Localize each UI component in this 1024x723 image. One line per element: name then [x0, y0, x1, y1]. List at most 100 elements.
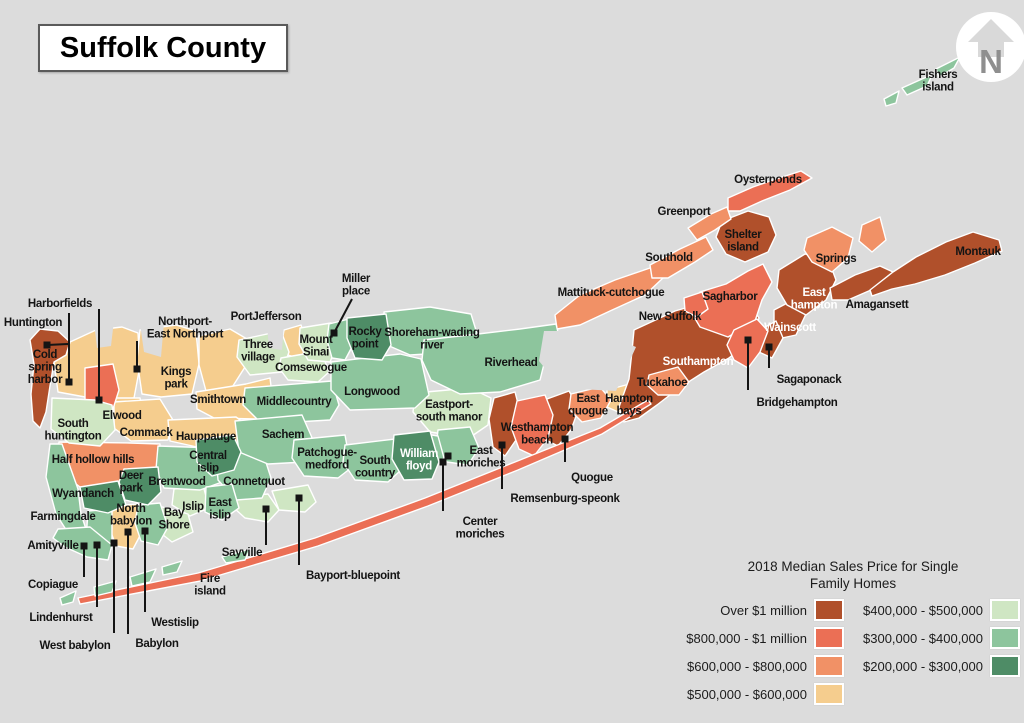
label-shelter-island: Shelter: [725, 229, 763, 241]
region-barrier-island-4: [161, 560, 183, 576]
region-bayport-bluepoint: [271, 484, 317, 513]
marker-square: [498, 441, 506, 449]
label-springs: Springs: [816, 253, 857, 265]
label-riverhead: Riverhead: [485, 357, 538, 369]
label-south-huntington: huntington: [44, 430, 101, 442]
label-southold: Southold: [645, 252, 693, 264]
label-mattituck-cutchogue: Mattituck-cutchogue: [558, 287, 665, 299]
legend-item: $600,000 - $800,000: [686, 655, 844, 677]
label-tuckahoe: Tuckahoe: [637, 377, 687, 389]
page-title: Suffolk County: [59, 31, 267, 64]
label-north-babylon: North: [116, 503, 145, 515]
region-east-islip: [204, 483, 240, 521]
north-compass: N: [956, 12, 1024, 82]
label-south-huntington: South: [57, 418, 88, 430]
marker-square: [744, 336, 752, 344]
label-patchogue-medford: Patchogue-: [297, 447, 357, 459]
legend-columns: Over $1 million $800,000 - $1 million $600…: [686, 599, 1020, 705]
label-commack: Commack: [120, 427, 174, 439]
label-bay-shore: Shore: [158, 519, 189, 531]
legend-title-line1: 2018 Median Sales Price for Single: [747, 559, 959, 574]
region-patchogue-medford: [291, 434, 352, 479]
label-mount-sinai: Sinai: [303, 346, 329, 358]
region-fishers-island-1: [883, 90, 900, 107]
label-montauk: Montauk: [955, 246, 1001, 258]
label-deer-park: Deer: [119, 470, 144, 482]
region-oysterponds: [727, 170, 813, 212]
region-portjefferson-harbor: [267, 324, 284, 350]
marker-square: [444, 452, 452, 460]
marker-square: [765, 343, 773, 351]
label-amagansett: Amagansett: [846, 299, 909, 311]
legend-item-label: $800,000 - $1 million: [686, 630, 807, 646]
label-cold-spring-harbor: Cold: [33, 349, 58, 361]
marker-square: [124, 528, 132, 536]
region-remsenburg-speonk: [488, 391, 522, 457]
label-northport-east-northport: Northport-: [158, 316, 212, 328]
label-miller-place: Miller: [342, 273, 371, 285]
label-fire-island: Fire: [200, 573, 220, 585]
label-sagaponack: Sagaponack: [777, 374, 843, 386]
legend-item: Over $1 million: [686, 599, 844, 621]
legend-title-line2: Family Homes: [809, 576, 897, 591]
label-copiague: Copiague: [28, 579, 78, 591]
region-springs: [803, 226, 854, 273]
label-westislip: Westislip: [151, 617, 199, 629]
label-east-moriches: moriches: [457, 457, 506, 469]
label-brentwood: Brentwood: [148, 476, 206, 488]
label-babylon: Babylon: [135, 638, 179, 650]
legend-color-swatch: [814, 655, 844, 677]
marker-square: [295, 494, 303, 502]
region-wyandanch: [79, 480, 127, 514]
region-greenport: [687, 206, 732, 241]
region-montauk: [869, 231, 1003, 297]
label-harborfields: Harborfields: [28, 298, 92, 310]
label-central-islip: Central: [189, 450, 227, 462]
legend-item: $200,000 - $300,000: [856, 655, 1020, 677]
label-william-floyd: floyd: [406, 460, 432, 472]
legend-item: $500,000 - $600,000: [686, 683, 844, 705]
leader-line: [333, 298, 353, 334]
label-shoreham-wading-river: river: [420, 339, 444, 351]
region-fishers-island-3: [935, 56, 961, 78]
label-islip: Islip: [182, 501, 204, 513]
label-east-quogue: quogue: [568, 405, 608, 417]
region-new-suffolk: [683, 291, 709, 318]
label-middlecountry: Middlecountry: [257, 396, 333, 408]
legend-column-left: Over $1 million $800,000 - $1 million $600…: [686, 599, 844, 705]
legend-item-label: $300,000 - $400,000: [863, 630, 983, 646]
label-cold-spring-harbor: spring: [28, 361, 62, 373]
label-hampton-bays: Hampton: [605, 393, 653, 405]
label-william-floyd: William: [400, 448, 438, 460]
label-south-country: country: [355, 467, 396, 479]
region-mattituck-cutchogue: [554, 267, 664, 330]
region-shelter-island: [715, 210, 777, 263]
legend-color-swatch: [814, 683, 844, 705]
region-rocky-point: [346, 313, 392, 361]
label-east-quogue: East: [576, 393, 600, 405]
label-east-islip: East: [208, 497, 232, 509]
label-new-suffolk: New Suffolk: [639, 311, 702, 323]
label-portjefferson: PortJefferson: [231, 311, 302, 323]
label-amityville: Amityville: [27, 540, 78, 552]
marker-square: [95, 396, 103, 404]
region-barrier-island-1: [59, 590, 77, 606]
label-wainscott: Wainscott: [764, 322, 816, 334]
label-huntington: Huntington: [4, 317, 63, 329]
label-remsenburg-speonk: Remsenburg-speonk: [510, 493, 620, 505]
label-half-hollow-hills: Half hollow hills: [52, 454, 134, 466]
label-elwood: Elwood: [102, 410, 141, 422]
legend-item: $800,000 - $1 million: [686, 627, 844, 649]
region-barrier-island-5: [221, 548, 251, 564]
label-hampton-bays: bays: [616, 405, 641, 417]
legend-color-swatch: [990, 627, 1020, 649]
region-riverhead: [421, 323, 562, 395]
label-westhampton-beach: beach: [521, 434, 553, 446]
compass-letter: N: [979, 43, 1003, 80]
label-greenport: Greenport: [658, 206, 711, 218]
region-central-islip: [195, 434, 242, 477]
label-center-moriches: moriches: [456, 528, 505, 540]
legend-item-label: $400,000 - $500,000: [863, 602, 983, 618]
label-fire-island: island: [194, 585, 226, 597]
